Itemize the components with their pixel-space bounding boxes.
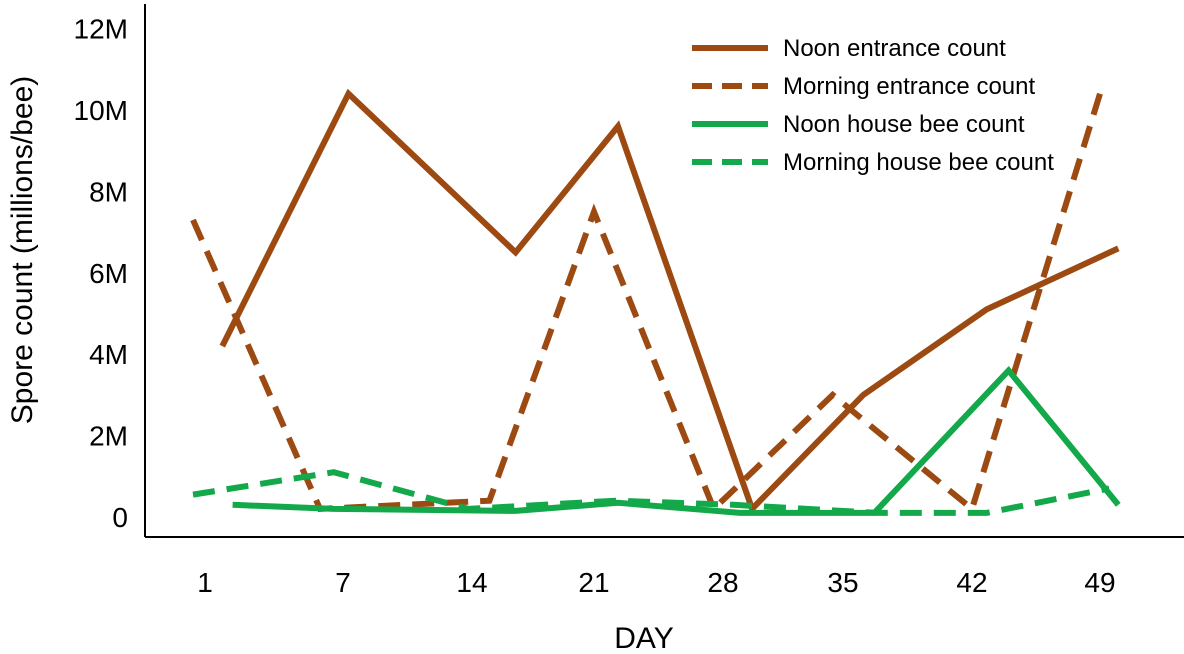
y-tick-labels: 0 2M 4M 6M 8M 10M 12M: [74, 14, 128, 533]
y-tick-label: 8M: [89, 176, 128, 207]
y-tick-label: 0: [112, 502, 128, 533]
legend-label: Noon house bee count: [783, 111, 1025, 138]
x-tick-label: 1: [197, 567, 213, 598]
y-axis-title: Spore count (millions/bee): [6, 76, 39, 425]
legend: Noon entrance count Morning entrance coun…: [692, 35, 1054, 176]
x-tick-labels: 1 7 14 21 28 35 42 49: [197, 567, 1115, 598]
y-tick-label: 10M: [74, 95, 128, 126]
legend-label: Morning entrance count: [783, 73, 1035, 100]
y-tick-label: 6M: [89, 258, 128, 289]
x-tick-label: 14: [456, 567, 487, 598]
series-line-1: [219, 88, 1120, 515]
series-line-3: [232, 365, 1121, 516]
x-tick-label: 49: [1084, 567, 1115, 598]
axes: [144, 4, 1184, 538]
x-tick-label: 21: [578, 567, 609, 598]
legend-label: Noon entrance count: [783, 35, 1006, 62]
x-tick-label: 35: [827, 567, 858, 598]
legend-label: Morning house bee count: [783, 149, 1054, 176]
x-tick-label: 7: [335, 567, 351, 598]
y-tick-label: 4M: [89, 339, 128, 370]
x-tick-label: 42: [956, 567, 987, 598]
y-tick-label: 2M: [89, 421, 128, 452]
series-lines: [190, 88, 1121, 516]
y-tick-label: 12M: [74, 14, 128, 45]
series-line-4: [192, 469, 1110, 516]
x-axis-title: DAY: [614, 622, 673, 654]
x-tick-label: 28: [707, 567, 738, 598]
